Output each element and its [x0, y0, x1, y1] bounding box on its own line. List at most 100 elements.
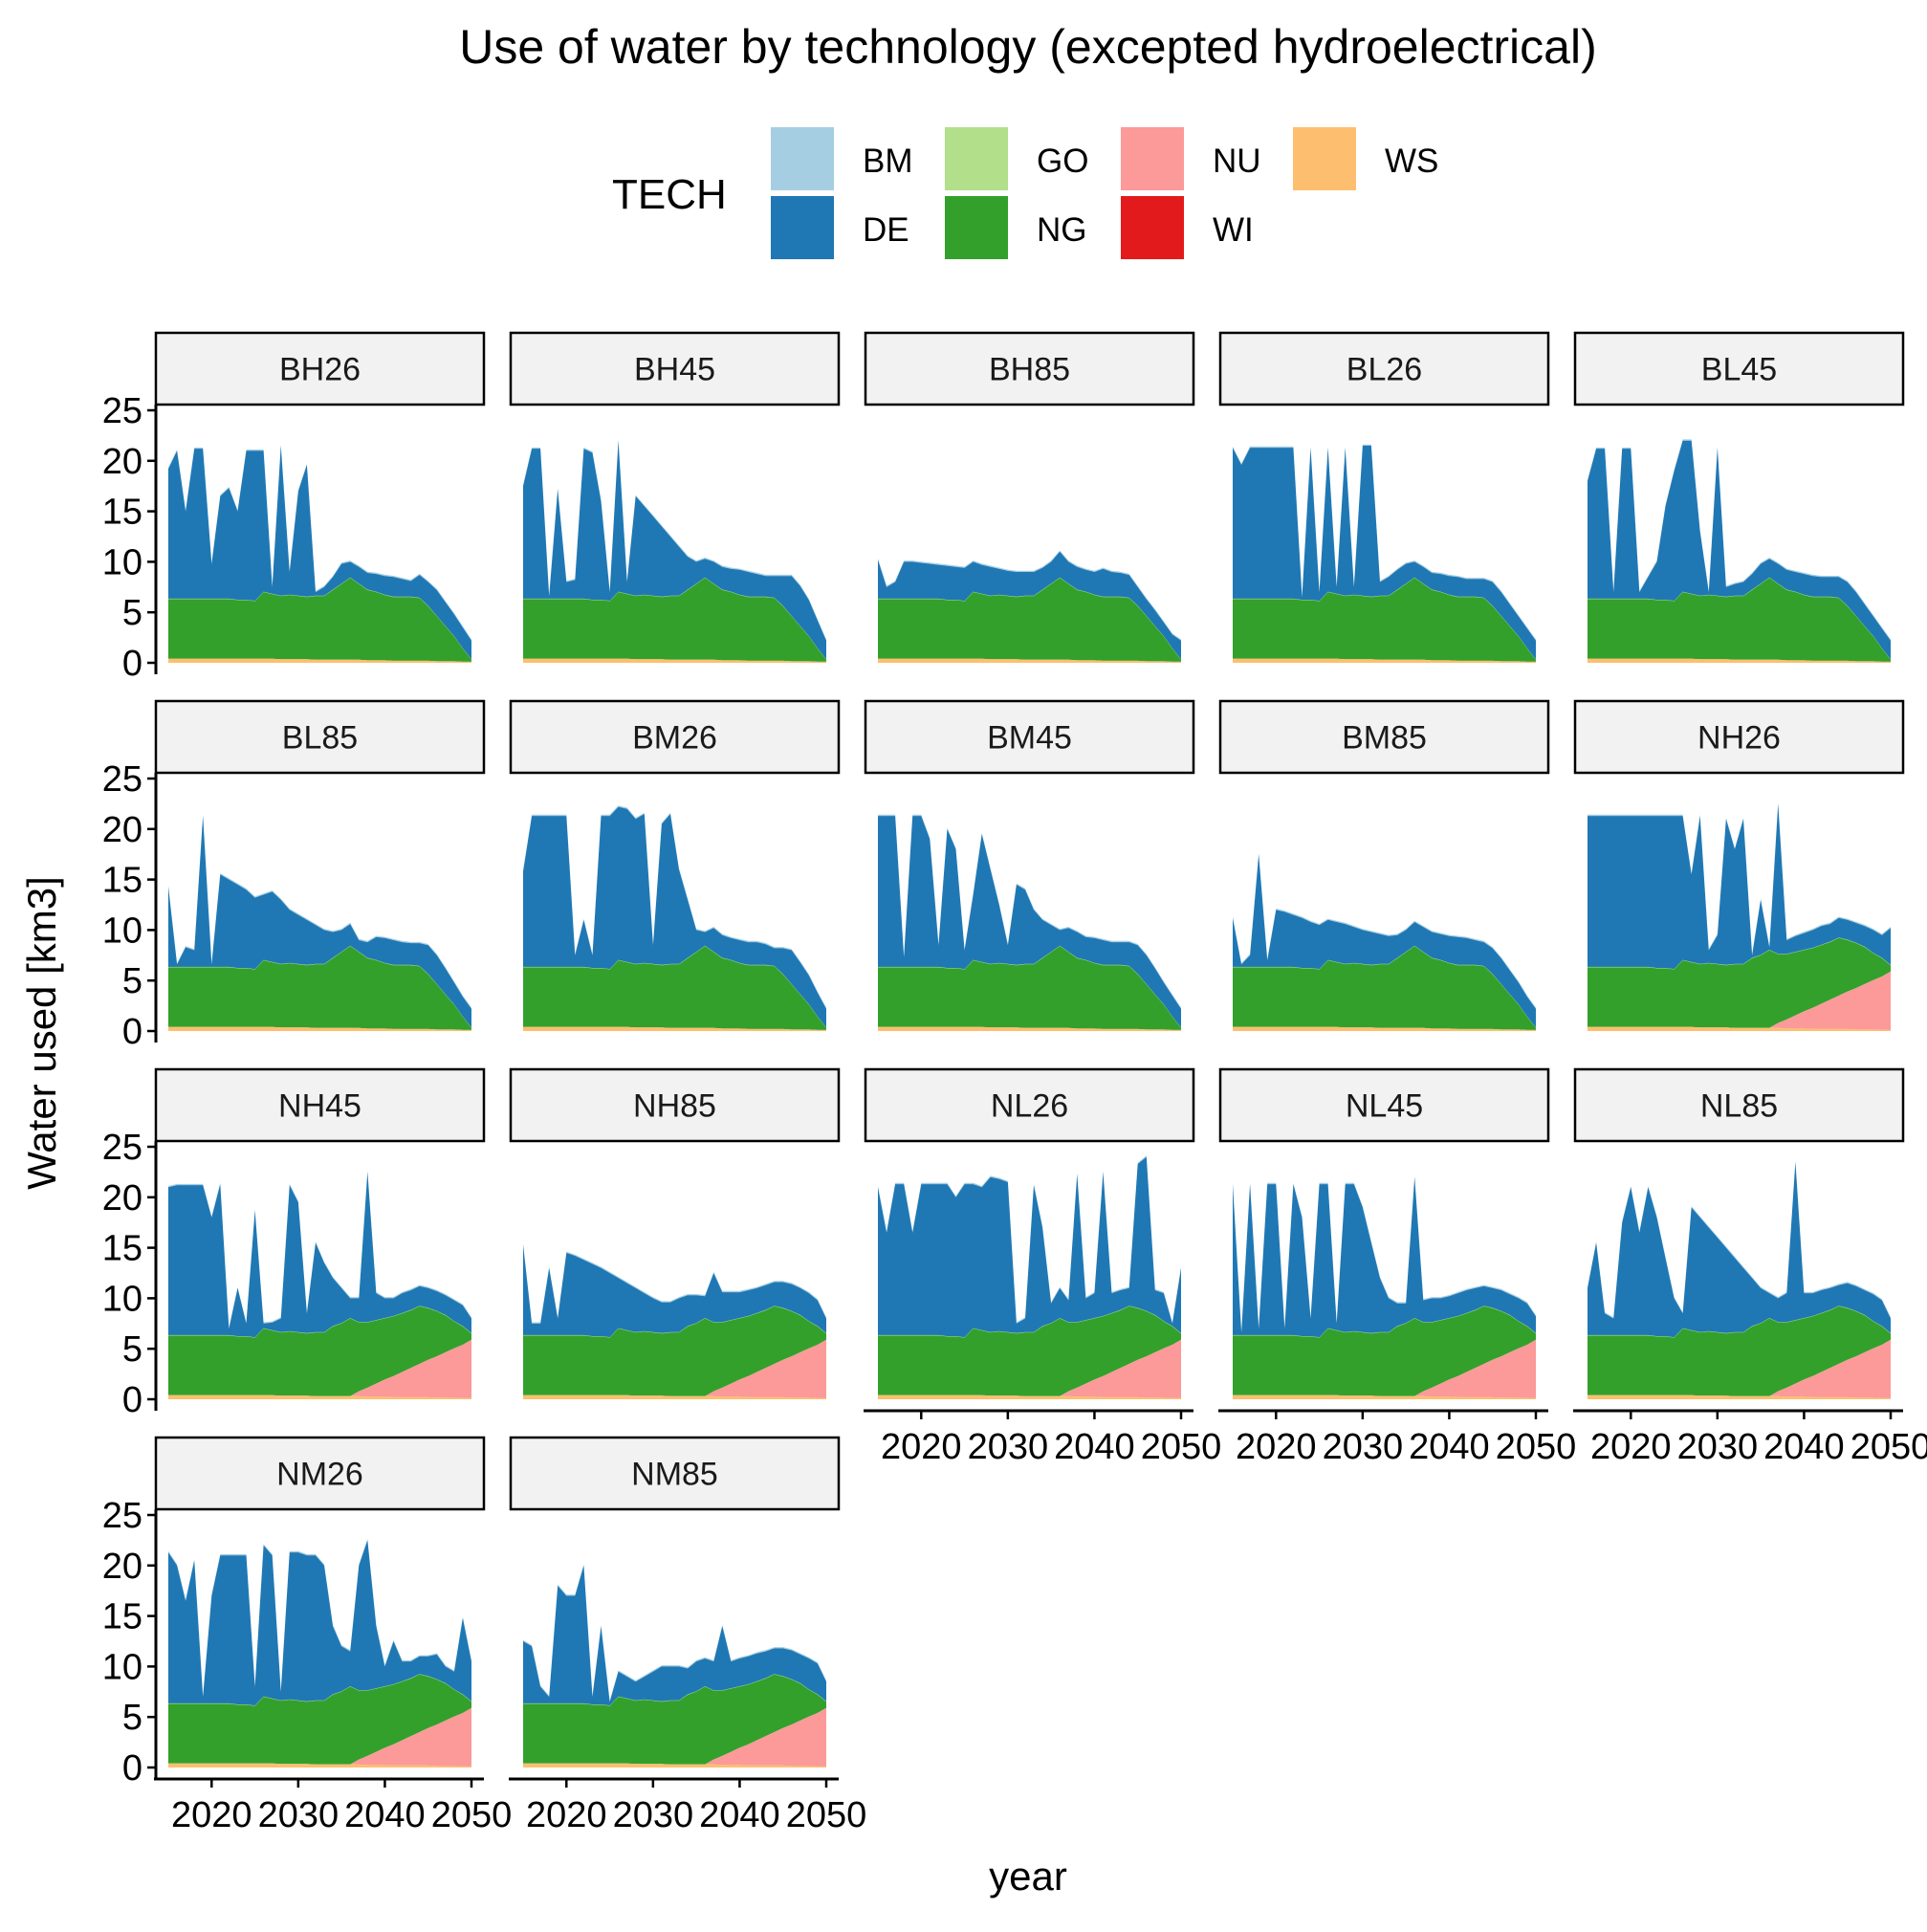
area-nu: [523, 1707, 826, 1767]
facet-strip-label: BH85: [989, 352, 1070, 388]
area-ws: [523, 1394, 826, 1399]
panel-nm26: NM26 0 5 10 15 20 25 2020 2030 2040 2050: [102, 1436, 513, 1835]
legend-title: TECH: [612, 171, 727, 218]
area-ws: [523, 1763, 826, 1767]
y-tick-label: 15: [102, 493, 142, 533]
legend-item-go: GO: [945, 127, 1088, 190]
facet-strip: [1218, 699, 1550, 775]
y-tick-label: 10: [102, 542, 142, 582]
legend-swatch: [1121, 196, 1184, 259]
area-ws: [168, 658, 471, 663]
facet-strip: [154, 1436, 486, 1511]
facet-strip: [154, 331, 486, 406]
area-de: [523, 1244, 826, 1338]
area-ws: [1233, 658, 1536, 663]
area-nu: [878, 1339, 1181, 1398]
area-de: [168, 446, 471, 660]
y-tick-label: 15: [102, 1229, 142, 1269]
panel-bh26: BH26 0 5 10 15 20 25: [102, 331, 486, 684]
x-axis-label: year: [989, 1854, 1067, 1899]
panel-nm85: NM85 2020 2030 2040 2050: [509, 1436, 866, 1835]
facet-strip: [509, 331, 841, 406]
area-de: [1588, 1161, 1891, 1338]
area-ws: [878, 1394, 1181, 1399]
y-tick-label: 25: [102, 1128, 142, 1168]
area-de: [878, 1156, 1181, 1338]
area-ng: [1588, 937, 1891, 1028]
facet-strip-label: BH26: [279, 352, 361, 388]
legend: BM DE GO NG NU WI WS: [771, 127, 1438, 259]
x-tick-label: 2030: [1677, 1427, 1759, 1467]
y-tick-label: 25: [102, 759, 142, 800]
y-tick-label: 0: [122, 1380, 142, 1420]
facet-panels: BH26 0 5 10 15 20 25 BH45 BH85 BL26 BL45 BL85 0 5 10 15…: [102, 331, 1927, 1835]
x-tick-label: 2020: [171, 1795, 252, 1835]
x-tick-label: 2020: [526, 1795, 607, 1835]
facet-strip-label: NL85: [1700, 1088, 1778, 1125]
area-de: [168, 1172, 471, 1338]
panel-bm85: BM85: [1218, 699, 1550, 1031]
x-tick-label: 2030: [258, 1795, 339, 1835]
x-tick-label: 2040: [1054, 1427, 1135, 1467]
area-ws: [1588, 1394, 1891, 1399]
y-tick-label: 10: [102, 911, 142, 951]
area-ng: [168, 578, 471, 662]
x-tick-label: 2040: [1409, 1427, 1490, 1467]
area-ng: [523, 1674, 826, 1765]
area-ng: [168, 1674, 471, 1765]
facet-strip-label: NH85: [633, 1088, 716, 1125]
facet-strip: [509, 699, 841, 775]
facet-strip: [509, 1067, 841, 1143]
area-ws: [1233, 1394, 1536, 1399]
y-tick-label: 0: [122, 644, 142, 684]
area-ws: [1233, 1026, 1536, 1031]
facet-strip: [864, 331, 1195, 406]
x-tick-label: 2020: [1590, 1427, 1672, 1467]
legend-label: WS: [1385, 143, 1438, 180]
area-ws: [1588, 658, 1891, 663]
y-tick-label: 5: [122, 1698, 142, 1738]
y-tick-label: 10: [102, 1279, 142, 1319]
legend-item-ws: WS: [1293, 127, 1438, 190]
area-de: [523, 1565, 826, 1706]
legend-item-ng: NG: [945, 196, 1087, 259]
facet-strip-label: NH45: [278, 1088, 361, 1125]
area-ws: [878, 1026, 1181, 1031]
panel-bm45: BM45: [864, 699, 1195, 1031]
panel-bl26: BL26: [1218, 331, 1550, 663]
area-ng: [523, 1306, 826, 1396]
y-tick-label: 15: [102, 1597, 142, 1637]
facet-strip: [1218, 331, 1550, 406]
area-nu: [1233, 1339, 1536, 1398]
area-de: [523, 440, 826, 660]
facet-strip: [1218, 1067, 1550, 1143]
area-ng: [1588, 1306, 1891, 1396]
area-ng: [878, 1306, 1181, 1396]
y-tick-label: 10: [102, 1647, 142, 1687]
legend-label: GO: [1037, 143, 1088, 180]
legend-swatch: [945, 127, 1008, 190]
facet-strip-label: NL45: [1346, 1088, 1423, 1125]
legend-item-nu: NU: [1121, 127, 1261, 190]
x-tick-label: 2050: [1850, 1427, 1927, 1467]
facet-strip-label: BL26: [1347, 352, 1422, 388]
area-nu: [1588, 1339, 1891, 1398]
facet-strip: [1573, 699, 1905, 775]
x-tick-label: 2040: [1763, 1427, 1845, 1467]
legend-swatch: [1121, 127, 1184, 190]
area-de: [523, 806, 826, 1028]
x-tick-label: 2050: [1141, 1427, 1222, 1467]
facet-strip-label: BM45: [987, 720, 1072, 757]
legend-swatch: [1293, 127, 1356, 190]
facet-strip-label: NM85: [631, 1457, 718, 1493]
x-tick-label: 2050: [431, 1795, 513, 1835]
panel-bl45: BL45: [1573, 331, 1905, 663]
panel-nh26: NH26: [1573, 699, 1905, 1031]
panel-nh85: NH85: [509, 1067, 841, 1399]
y-tick-label: 20: [102, 1178, 142, 1218]
area-de: [168, 816, 471, 1028]
facet-strip-label: NH26: [1697, 720, 1781, 757]
area-nu: [1588, 971, 1891, 1030]
area-nu: [523, 1339, 826, 1398]
